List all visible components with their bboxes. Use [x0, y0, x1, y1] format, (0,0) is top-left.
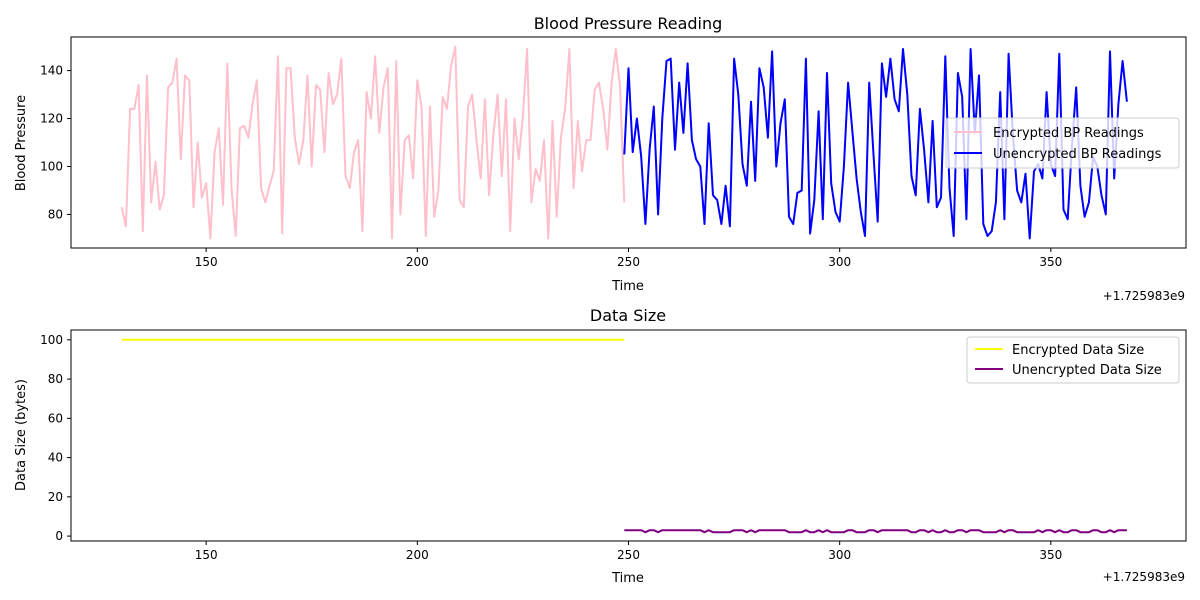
bp-x-tick-label: 300	[828, 255, 851, 269]
size-y-tick-label: 40	[48, 451, 63, 465]
size-x-tick-label: 150	[195, 548, 218, 562]
size-legend-box	[966, 336, 1180, 384]
bp-legend-label-unencrypted: Unencrypted BP Readings	[993, 147, 1162, 162]
bp-x-tick-label: 150	[195, 255, 218, 269]
bp-y-axis-label: Blood Pressure	[14, 95, 29, 191]
bp-chart-title: Blood Pressure Reading	[534, 14, 723, 33]
size-x-tick-label: 200	[406, 548, 429, 562]
bp-series-line-0	[120, 45, 626, 240]
size-ticks: 150 200 250 300 350 0 20 40 60 80 100	[40, 333, 1062, 562]
size-legend: Encrypted Data Size Unencrypted Data Siz…	[966, 336, 1180, 384]
bp-x-offset-label: +1.725983e9	[1103, 289, 1185, 303]
bp-x-tick-label: 350	[1039, 255, 1062, 269]
size-x-offset-label: +1.725983e9	[1103, 570, 1185, 584]
size-y-axis-label: Data Size (bytes)	[14, 379, 29, 491]
size-y-tick-label: 100	[40, 333, 63, 347]
size-x-tick-label: 300	[828, 548, 851, 562]
size-legend-label-encrypted: Encrypted Data Size	[1012, 343, 1144, 358]
bp-legend-label-encrypted: Encrypted BP Readings	[993, 126, 1144, 141]
size-x-tick-label: 250	[617, 548, 640, 562]
bp-legend: Encrypted BP Readings Unencrypted BP Rea…	[945, 117, 1180, 169]
bp-y-tick-label: 100	[40, 159, 63, 173]
size-y-tick-label: 80	[48, 372, 63, 386]
bp-ticks: 150 200 250 300 350 80 100 120 140	[40, 64, 1062, 269]
bp-x-tick-label: 250	[617, 255, 640, 269]
size-panel: Data Size Data Size (bytes) Time +1.7259…	[14, 306, 1187, 586]
bp-panel: Blood Pressure Reading Blood Pressure Ti…	[14, 14, 1187, 303]
size-series-line-1	[624, 529, 1127, 534]
bp-x-tick-label: 200	[406, 255, 429, 269]
size-plot-lines	[121, 338, 1127, 534]
size-x-axis-label: Time	[611, 571, 644, 586]
size-x-tick-label: 350	[1039, 548, 1062, 562]
size-chart-title: Data Size	[590, 306, 666, 325]
size-legend-label-unencrypted: Unencrypted Data Size	[1012, 363, 1162, 378]
bp-y-tick-label: 140	[40, 64, 63, 78]
bp-y-tick-label: 80	[48, 207, 63, 221]
bp-legend-box	[945, 117, 1180, 169]
size-y-tick-label: 60	[48, 411, 63, 425]
bp-y-tick-label: 120	[40, 112, 63, 126]
bp-x-axis-label: Time	[611, 279, 644, 294]
size-y-tick-label: 0	[55, 529, 63, 543]
size-y-tick-label: 20	[48, 490, 63, 504]
